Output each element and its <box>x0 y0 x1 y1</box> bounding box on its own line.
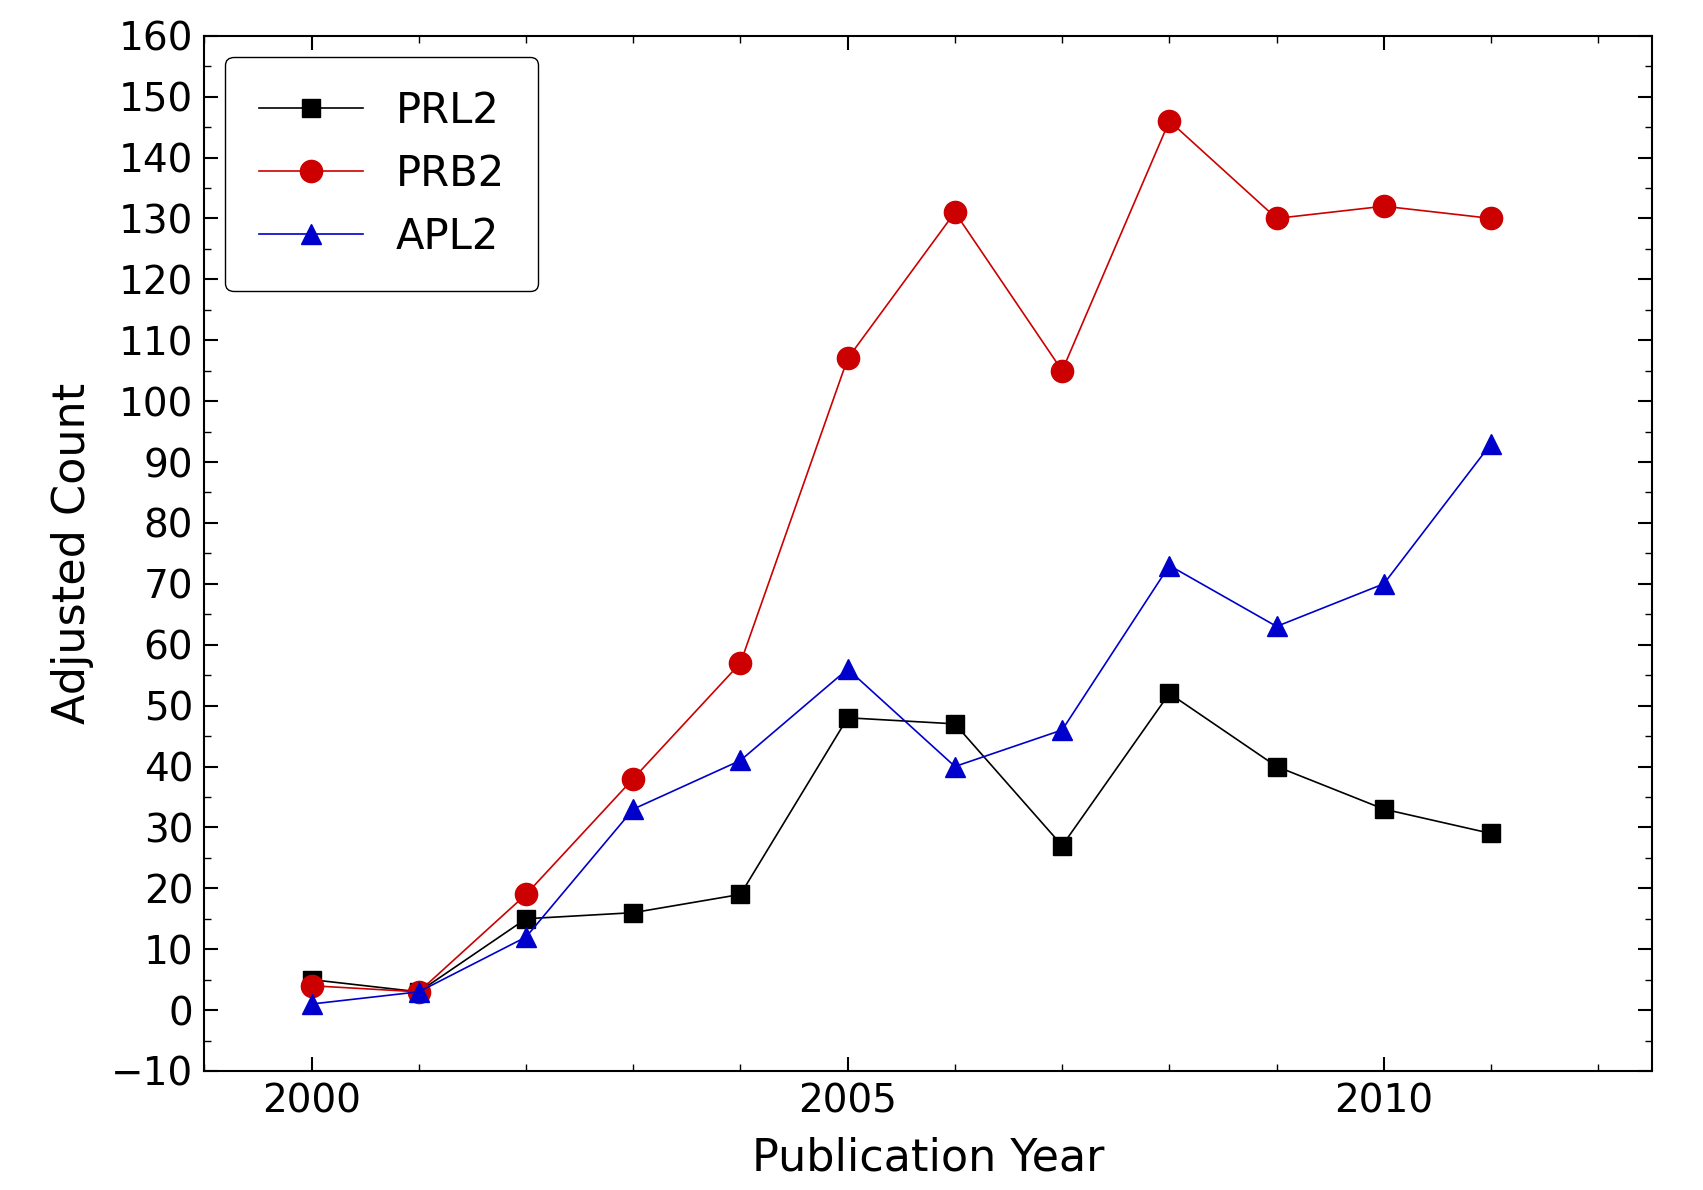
PRB2 <box>1482 212 1502 226</box>
PRB2 <box>1160 114 1180 129</box>
Line: PRB2: PRB2 <box>300 109 1502 1003</box>
Line: PRL2: PRL2 <box>303 684 1500 1001</box>
PRL2 <box>1374 802 1395 816</box>
PRB2 <box>1267 212 1287 226</box>
PRB2 <box>1374 199 1395 213</box>
Y-axis label: Adjusted Count: Adjusted Count <box>51 383 94 724</box>
PRL2 <box>731 888 751 902</box>
PRB2 <box>838 351 858 365</box>
PRL2 <box>1052 839 1073 853</box>
APL2 <box>731 753 751 768</box>
PRB2 <box>516 888 536 902</box>
PRB2 <box>731 656 751 670</box>
PRL2 <box>1160 687 1180 701</box>
PRL2 <box>623 906 644 920</box>
APL2 <box>1267 619 1287 633</box>
APL2 <box>301 997 322 1011</box>
Line: APL2: APL2 <box>301 434 1500 1014</box>
Legend: PRL2, PRB2, APL2: PRL2, PRB2, APL2 <box>225 57 538 290</box>
X-axis label: Publication Year: Publication Year <box>753 1136 1104 1179</box>
PRB2 <box>301 978 322 992</box>
PRB2 <box>409 984 429 998</box>
PRL2 <box>945 716 966 731</box>
PRL2 <box>1267 759 1287 774</box>
APL2 <box>623 802 644 816</box>
APL2 <box>945 759 966 774</box>
PRB2 <box>623 771 644 785</box>
APL2 <box>1482 437 1502 451</box>
APL2 <box>1160 558 1180 572</box>
APL2 <box>838 662 858 676</box>
PRL2 <box>301 972 322 987</box>
PRL2 <box>838 710 858 725</box>
APL2 <box>409 984 429 998</box>
APL2 <box>1374 577 1395 591</box>
PRL2 <box>516 912 536 926</box>
PRL2 <box>409 984 429 998</box>
APL2 <box>1052 722 1073 737</box>
PRB2 <box>945 205 966 219</box>
PRL2 <box>1482 826 1502 840</box>
APL2 <box>516 929 536 944</box>
PRB2 <box>1052 363 1073 377</box>
